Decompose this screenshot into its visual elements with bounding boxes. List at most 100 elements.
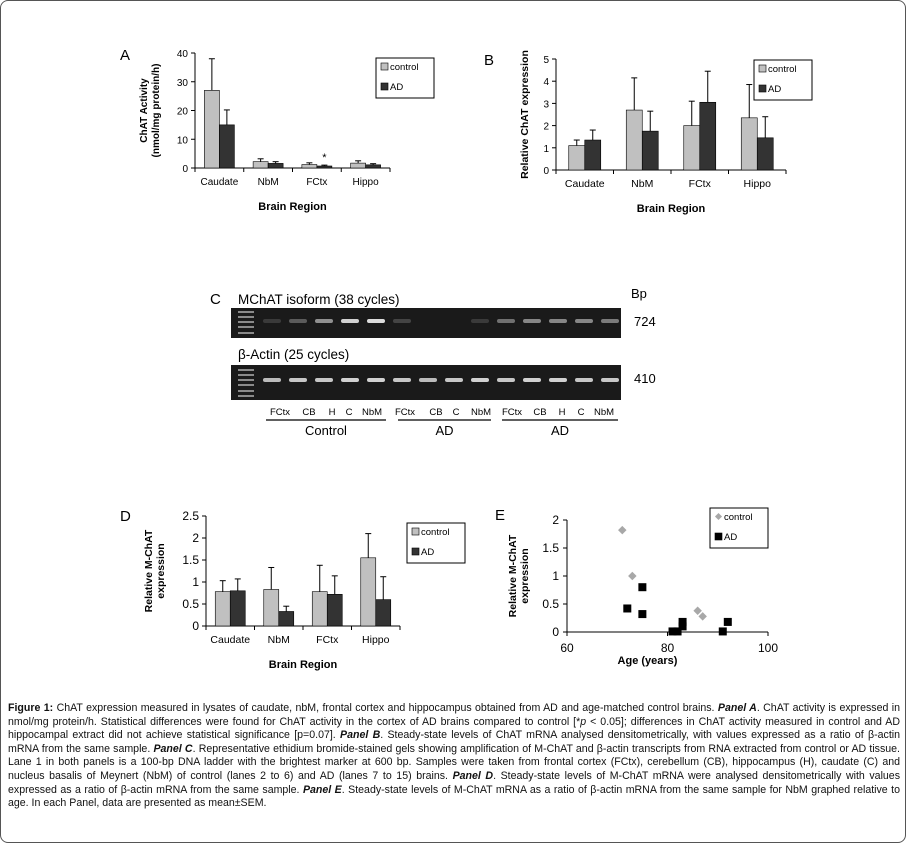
panel-a-bar-control [204,90,220,169]
panel-b-category-label: FCtx [689,178,712,190]
gel1-ladder-band [238,316,254,318]
gel1-band [497,319,515,323]
panel-d-category-label: NbM [268,634,290,646]
panel-a-bar-ad [267,163,284,169]
panel-e-x-tick-label: 60 [560,641,574,655]
lane-label: CB [429,407,442,418]
panel-a-y-tick-label: 40 [177,49,189,60]
gel2-band [341,378,359,382]
gel1-band [601,319,619,323]
lane-label: NbM [362,407,382,418]
panel-e-point-ad [623,604,632,613]
panel-b-bar-ad [641,130,659,171]
gel1-title: MChAT isoform (38 cycles) [238,292,400,307]
gel1-size: 724 [634,314,656,329]
caption-panel-a-text: . ChAT activity is expressed in nmol/mg … [8,702,900,728]
panel-d-y-tick-label: 1 [192,575,199,589]
panel-a-bar-control [301,164,318,169]
panel-e-point-ad [678,622,687,631]
panel-b-letter: B [484,52,494,69]
panel-a-bar-chart: A 0 10 20 30 40 Caudate NbM FCtx * Hippo ChAT Activ… [120,47,435,213]
gel-figure: C MChAT isoform (38 cycles) Bp 724 β-Act… [210,286,656,438]
gel1-ladder-band [238,311,254,313]
panel-c-gels: C MChAT isoform (38 cycles) Bp 724 β-Act… [200,282,680,442]
panel-e-legend-marker-control [714,512,723,521]
gel1-band [289,319,307,323]
panel-b-y-axis-label: Relative ChAT expression [519,50,531,179]
gel2-band [575,378,593,382]
panel-b-y-tick-label: 2 [543,122,549,133]
panel-e-point-ad [668,627,677,636]
panel-b-y-tick-label: 1 [543,144,549,155]
lane-label: C [453,407,460,418]
gel2-ladder-band [238,395,254,397]
panel-b-bar-control [625,109,643,171]
panel-e-y-tick-label: 0.5 [542,597,559,611]
panel-d-legend-marker-control [411,527,420,536]
panel-b-y-tick-label: 5 [543,55,549,66]
gel2-band [289,378,307,382]
panel-b-legend-label-control: control [768,64,797,75]
lane-label: CB [302,407,315,418]
panel-b-bar-ad [756,137,774,171]
lane-label: CB [533,407,546,418]
gel2-ladder-band [238,384,254,386]
caption-panel-a-label: Panel A [717,702,757,714]
panel-a-significance-marker: * [322,152,327,164]
panel-d-bar-ad [229,590,246,627]
panel-b-category-label: NbM [631,178,653,190]
panel-e-legend-marker-ad [714,532,723,541]
panel-e-scatter-chart: E 0 0.5 1 1.5 2 60 80 100 Relative M-ChAT expressi… [495,507,778,667]
panel-e-y-tick-label: 2 [552,513,559,527]
gel1-band [393,319,411,323]
caption-panel-d-text: . Steady-state levels of M-ChAT mRNA wer… [8,769,900,796]
gel2-band [393,378,411,382]
panel-b-legend-marker-ad [758,84,767,93]
gel2-band [549,378,567,382]
gel2-band [523,378,541,382]
gel1-band [315,319,333,323]
panel-e-x-axis-label: Age (years) [618,655,678,667]
gel2-band [601,378,619,382]
lane-label: FCtx [395,407,415,418]
gel2-band [497,378,515,382]
panel-d-bar-ad [278,611,295,627]
panel-d-bar-control [360,557,377,627]
caption-panel-b-text: . Steady-state levels of ChAT mRNA analy… [8,729,901,755]
gel2-ladder-band [238,374,254,376]
panel-e-point-control [693,606,702,615]
panel-b-bar-control [683,125,701,171]
panel-a-bar-ad [219,124,235,169]
caption-p-symbol: p [580,715,587,728]
panel-b-bar-ad [699,101,717,171]
panel-e-x-tick-label: 100 [758,641,778,655]
caption-panel-e-text: . Steady-state levels of M-ChAT mRNA as … [8,783,900,810]
panel-d-bar-control [214,591,231,627]
panel-d-x-axis-label: Brain Region [269,659,338,671]
gel1-band [575,319,593,323]
panel-a-legend-label-control: control [390,62,419,73]
gel2-ladder-band [238,390,254,392]
gel2-band [471,378,489,382]
gel1-band [341,319,359,323]
gel1-band [523,319,541,323]
panel-a-y-tick-label: 0 [182,164,188,175]
panel-e-y-tick-label: 1 [552,569,559,583]
panel-b-category-label: Caudate [565,178,605,190]
group-label: Control [305,423,347,438]
caption-panel-c-label: Panel C [153,742,193,755]
panel-b-bar-ad [584,139,602,171]
panel-a-category-label: NbM [258,177,279,188]
panel-d-y-axis-label: Relative M-ChAT [143,529,155,612]
panel-e-y-tick-label: 0 [552,625,559,639]
panel-a-legend-marker-control [380,62,389,71]
panel-a-letter: A [120,47,130,64]
gel2-band [419,378,437,382]
group-label: AD [551,423,569,438]
panel-b-y-tick-label: 0 [543,166,549,177]
panel-a-y-tick-label: 20 [177,107,189,118]
panel-d-y-tick-label: 1.5 [182,553,199,567]
panel-d-letter: D [120,508,131,525]
gel1-band [549,319,567,323]
